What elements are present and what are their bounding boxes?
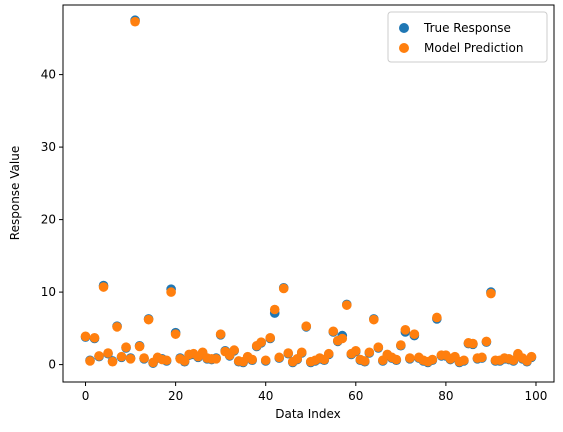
model-prediction-point xyxy=(427,354,438,365)
model-prediction-point xyxy=(125,354,136,364)
model-prediction-point xyxy=(269,304,280,315)
model-prediction-point xyxy=(373,342,384,353)
model-prediction-point xyxy=(112,322,122,332)
model-prediction-point xyxy=(369,314,379,325)
data-points xyxy=(80,15,537,368)
model-prediction-point xyxy=(170,329,181,339)
plot-frame xyxy=(62,4,555,383)
model-prediction-point xyxy=(260,355,271,366)
model-prediction-point xyxy=(400,325,411,335)
model-prediction-point xyxy=(215,329,226,339)
model-prediction-point xyxy=(80,331,91,342)
x-axis-label: Data Index xyxy=(275,407,341,421)
model-prediction-point xyxy=(432,312,442,323)
model-prediction-point xyxy=(391,354,402,365)
y-tick-label: 10 xyxy=(41,285,56,299)
y-tick-label: 40 xyxy=(41,68,56,82)
x-tick-label: 0 xyxy=(82,389,90,403)
model-prediction-point xyxy=(477,352,487,363)
model-prediction-point xyxy=(341,300,352,310)
model-prediction-point xyxy=(161,355,172,366)
model-prediction-point xyxy=(256,337,267,347)
model-prediction-point xyxy=(351,346,361,356)
legend-marker-true-response xyxy=(399,23,409,33)
y-tick-label: 30 xyxy=(41,140,56,154)
model-prediction-point xyxy=(409,329,420,339)
model-prediction-point xyxy=(116,351,127,362)
x-tick-label: 80 xyxy=(438,389,453,403)
legend-box xyxy=(387,11,548,63)
model-prediction-point xyxy=(323,348,334,359)
model-prediction-point xyxy=(143,314,154,325)
model-prediction-point xyxy=(121,342,131,353)
x-tick-label: 40 xyxy=(258,389,273,403)
y-tick-label: 20 xyxy=(41,213,56,227)
model-prediction-point xyxy=(134,341,145,352)
legend: True Response Model Prediction xyxy=(387,11,548,63)
model-prediction-point xyxy=(139,353,149,363)
model-prediction-point xyxy=(481,336,492,347)
model-prediction-point xyxy=(526,351,537,362)
model-prediction-point xyxy=(278,283,289,294)
model-prediction-point xyxy=(301,321,312,331)
model-prediction-point xyxy=(396,340,406,350)
model-prediction-point xyxy=(130,16,140,27)
model-prediction-point xyxy=(94,351,104,361)
model-prediction-point xyxy=(283,348,294,358)
x-tick-label: 20 xyxy=(168,389,183,403)
model-prediction-point xyxy=(468,338,478,349)
legend-marker-model-prediction xyxy=(399,43,409,53)
model-prediction-point xyxy=(166,287,176,297)
y-tick-label: 0 xyxy=(48,358,56,372)
model-prediction-point xyxy=(103,348,113,358)
legend-label-model-prediction: Model Prediction xyxy=(424,41,523,55)
model-prediction-point xyxy=(247,354,257,365)
model-prediction-point xyxy=(405,353,415,363)
x-tick-label: 100 xyxy=(525,389,548,403)
y-axis-ticks: 0 10 20 30 40 xyxy=(41,68,63,372)
model-prediction-point xyxy=(89,332,100,343)
y-axis-label: Response Value xyxy=(8,146,22,240)
model-prediction-point xyxy=(364,347,375,358)
x-axis-ticks: 0 20 40 60 80 100 xyxy=(82,382,548,403)
model-prediction-point xyxy=(459,355,469,366)
model-prediction-point xyxy=(85,356,95,366)
model-prediction-point xyxy=(107,356,118,367)
legend-label-true-response: True Response xyxy=(423,21,511,35)
x-tick-label: 60 xyxy=(348,389,363,403)
model-prediction-point xyxy=(229,345,239,355)
model-prediction-point xyxy=(98,282,109,292)
model-prediction-point xyxy=(486,288,496,299)
model-prediction-point xyxy=(211,354,221,364)
model-prediction-point xyxy=(360,356,370,366)
model-prediction-point xyxy=(265,332,276,343)
model-prediction-point xyxy=(296,347,307,358)
model-prediction-point xyxy=(337,333,348,344)
model-prediction-point xyxy=(274,352,285,363)
model-prediction-point xyxy=(328,326,339,337)
